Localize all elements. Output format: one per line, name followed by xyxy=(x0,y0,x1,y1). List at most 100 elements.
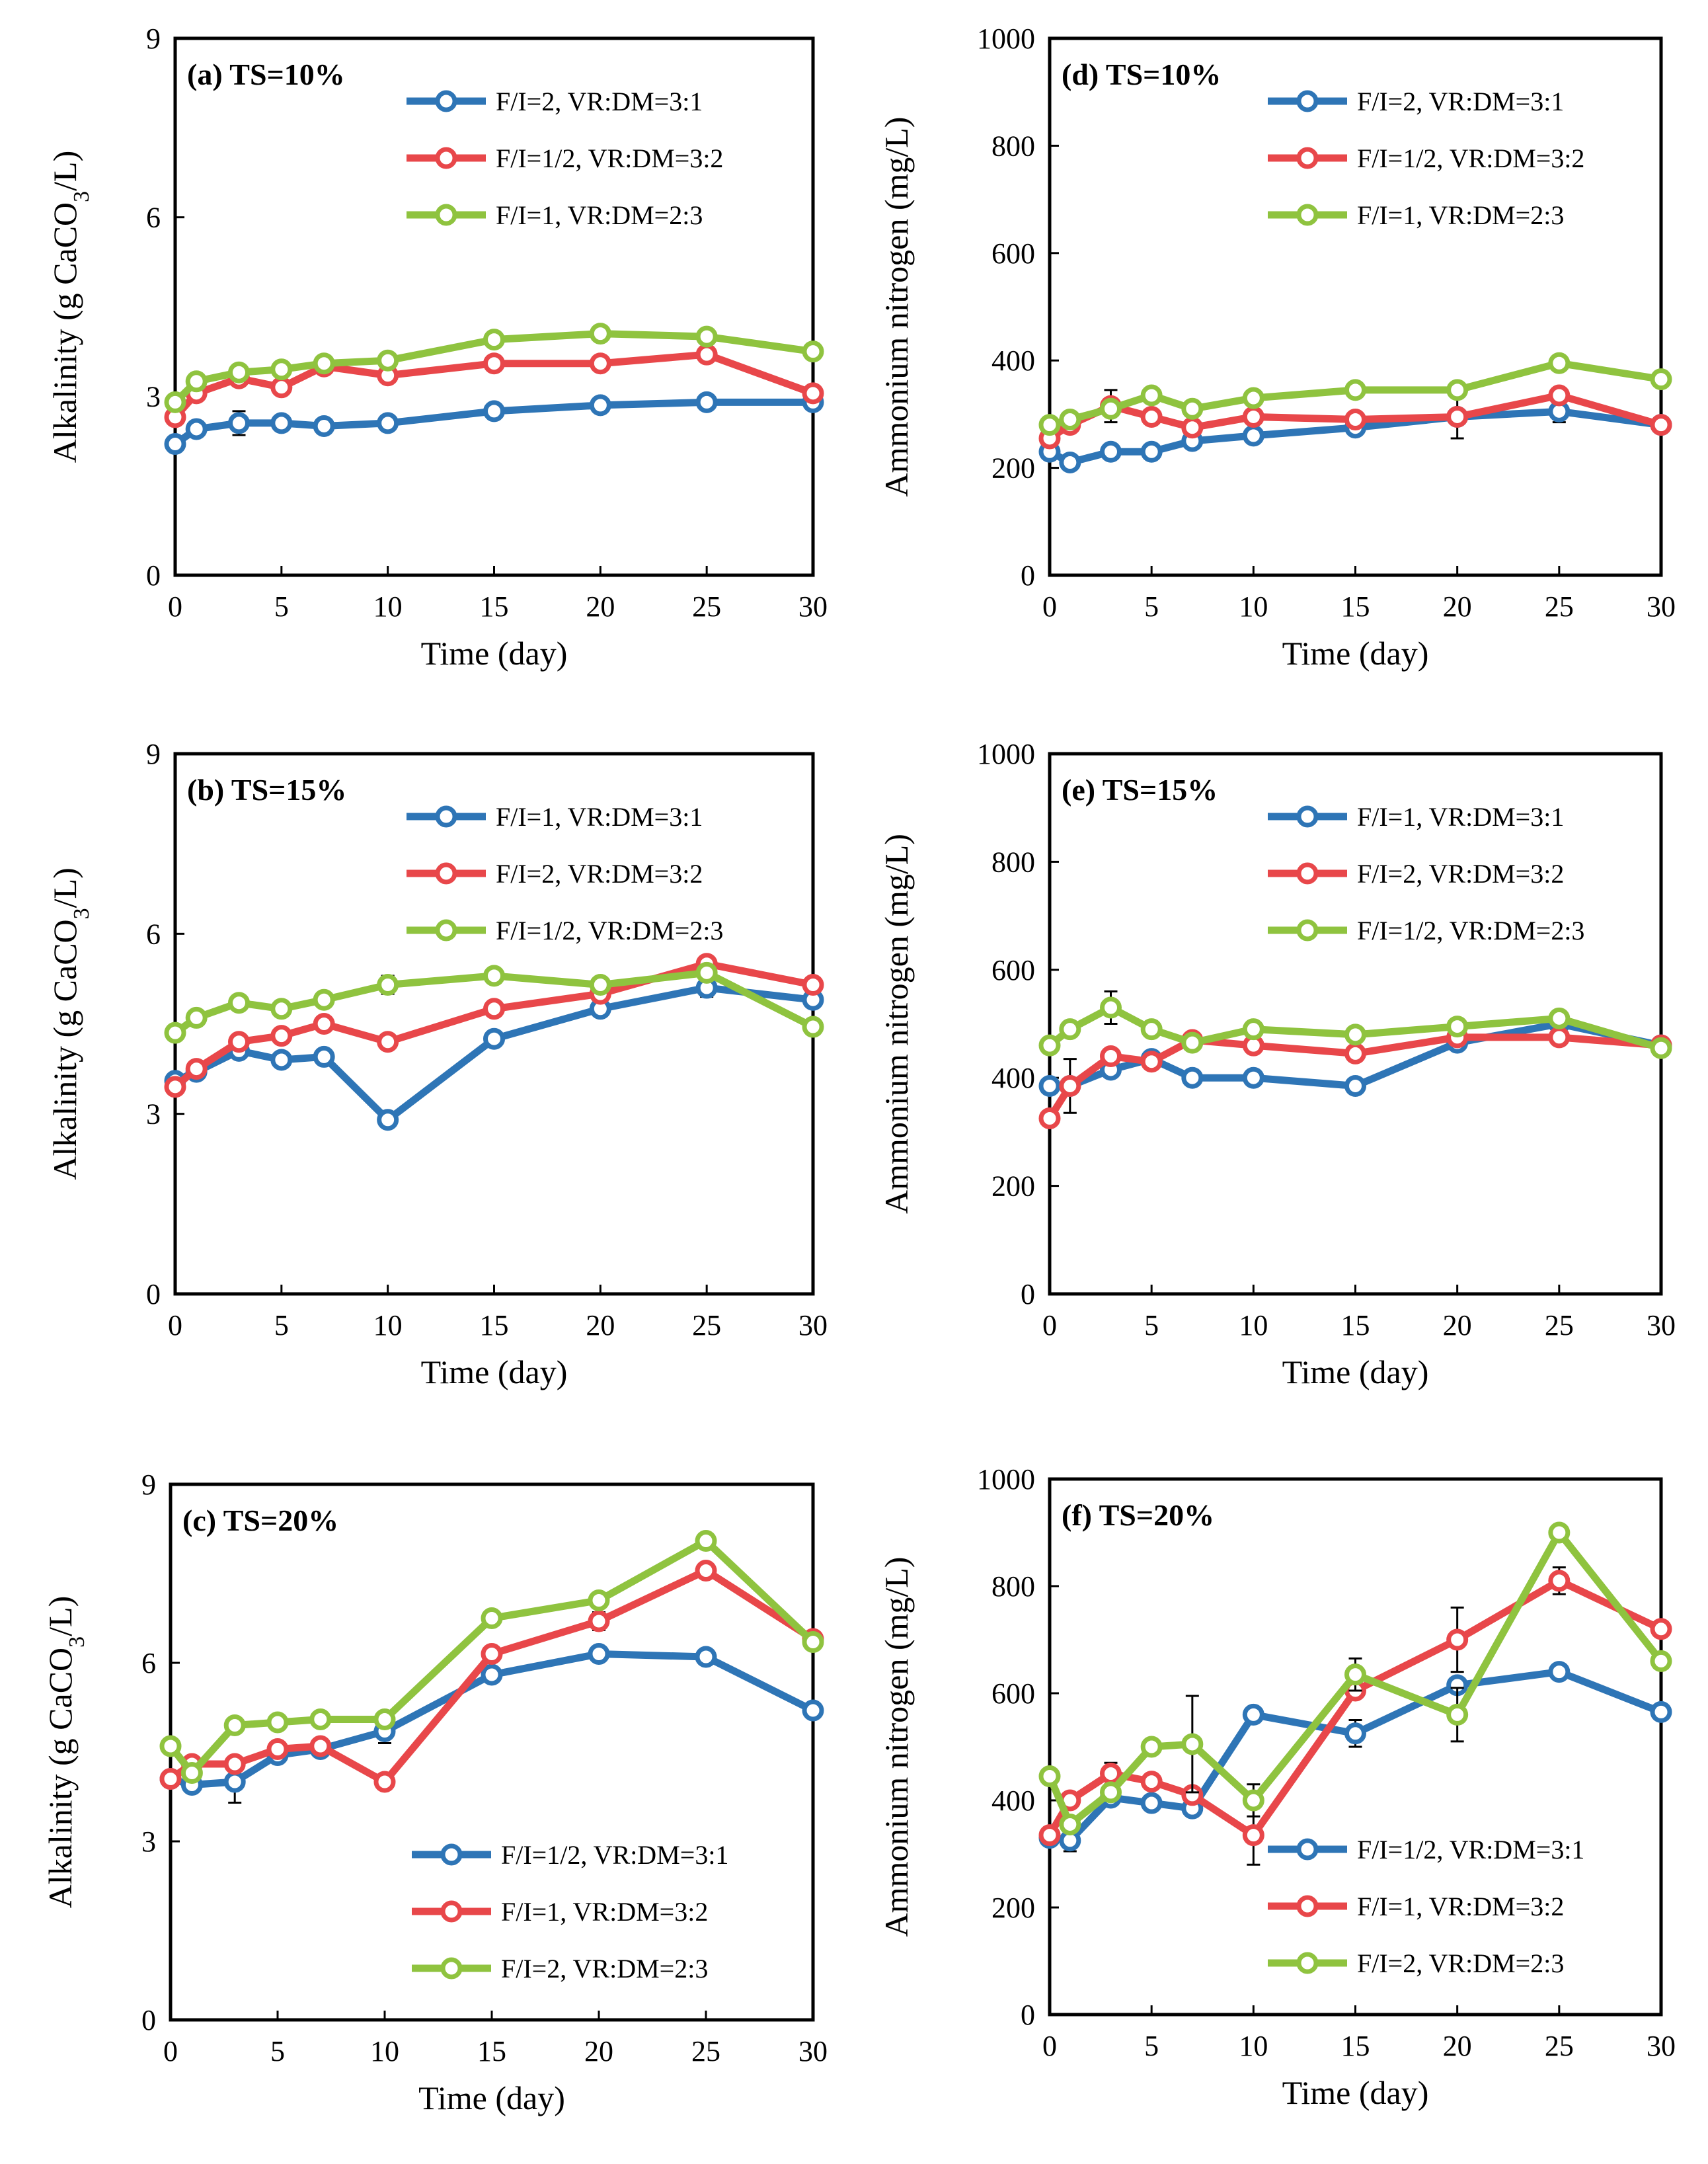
legend-marker xyxy=(435,204,457,226)
y-axis-label: Ammonium nitrogen (mg/L) xyxy=(878,1557,915,1937)
series-line xyxy=(173,969,815,1036)
x-tick-label: 25 xyxy=(1545,2030,1574,2062)
series-line xyxy=(1046,1529,1664,1828)
data-point xyxy=(228,992,250,1014)
legend-marker xyxy=(1296,919,1319,942)
y-tick-label: 800 xyxy=(991,130,1035,162)
data-point xyxy=(1100,397,1122,420)
data-point xyxy=(695,1560,717,1582)
data-point xyxy=(589,973,611,996)
data-point xyxy=(313,415,335,437)
data-point xyxy=(1100,1763,1122,1784)
data-point xyxy=(1242,1824,1264,1847)
data-point xyxy=(185,1006,208,1029)
legend-label: F/I=2, VR:DM=3:1 xyxy=(496,87,703,116)
data-point xyxy=(1140,384,1163,407)
series-line xyxy=(169,1650,815,1788)
data-point xyxy=(270,412,293,434)
data-point xyxy=(270,998,293,1020)
y-tick-label: 9 xyxy=(146,22,161,55)
data-point xyxy=(1548,1570,1571,1592)
x-tick-label: 0 xyxy=(1042,2030,1057,2062)
x-tick-label: 15 xyxy=(1341,2030,1370,2062)
data-point xyxy=(1140,440,1163,463)
data-point xyxy=(270,1025,293,1047)
y-tick-label: 0 xyxy=(146,1278,161,1310)
x-tick-label: 15 xyxy=(480,590,509,623)
panel-title: (c) TS=20% xyxy=(182,1503,338,1537)
data-point xyxy=(270,358,293,381)
data-point xyxy=(481,1643,503,1665)
x-tick-label: 30 xyxy=(1647,590,1676,623)
data-point xyxy=(481,1663,503,1686)
x-tick-label: 10 xyxy=(1239,2030,1268,2062)
legend-marker xyxy=(1296,805,1319,828)
legend-marker xyxy=(440,1900,463,1923)
x-tick-label: 10 xyxy=(373,590,403,623)
x-tick-label: 30 xyxy=(1647,1309,1676,1342)
y-axis-label: Alkalinity (g CaCO3/L) xyxy=(46,151,94,463)
data-point xyxy=(1100,440,1122,463)
data-point xyxy=(185,1058,208,1080)
y-tick-label: 1000 xyxy=(977,738,1035,770)
data-point xyxy=(1038,1074,1061,1097)
data-point xyxy=(313,988,335,1011)
y-axis-label: Alkalinity (g CaCO3/L) xyxy=(46,867,94,1180)
data-point xyxy=(695,325,718,348)
legend-label: F/I=1, VR:DM=3:1 xyxy=(496,802,703,832)
x-tick-label: 15 xyxy=(477,2035,506,2067)
data-point xyxy=(1181,1031,1204,1054)
data-point xyxy=(185,418,208,440)
y-tick-label: 6 xyxy=(146,202,161,234)
data-point xyxy=(589,352,611,375)
series-line xyxy=(1049,1668,1663,1845)
legend-marker xyxy=(435,805,457,828)
data-point xyxy=(159,1768,182,1790)
x-axis-label: Time (day) xyxy=(1282,2074,1429,2111)
data-point xyxy=(1181,1066,1204,1089)
data-point xyxy=(802,973,824,996)
x-tick-label: 25 xyxy=(692,590,721,623)
data-point xyxy=(1140,1736,1163,1758)
data-point xyxy=(377,349,399,372)
data-point xyxy=(483,352,505,375)
y-tick-label: 0 xyxy=(1021,1999,1035,2031)
series-3 xyxy=(1038,1521,1672,1835)
data-point xyxy=(1242,1066,1264,1089)
x-axis-label: Time (day) xyxy=(418,2079,565,2116)
panel-title: (e) TS=15% xyxy=(1062,773,1218,807)
x-tick-label: 25 xyxy=(1545,1309,1574,1342)
y-tick-label: 0 xyxy=(1021,1278,1035,1310)
x-tick-label: 15 xyxy=(480,1309,509,1342)
series-3 xyxy=(159,1530,824,1784)
data-point xyxy=(1181,1733,1204,1755)
legend-label: F/I=2, VR:DM=3:2 xyxy=(496,859,703,889)
legend-marker xyxy=(435,90,457,112)
data-point xyxy=(1548,1661,1571,1683)
data-point xyxy=(1100,996,1122,1019)
data-point xyxy=(588,1643,610,1665)
y-axis-label-part: /L) xyxy=(42,1596,79,1636)
y-tick-label: 600 xyxy=(991,237,1035,270)
data-point xyxy=(589,323,611,345)
data-point xyxy=(1038,1765,1061,1788)
data-point xyxy=(1140,1018,1163,1041)
y-axis-label-part: Alkalinity (g CaCO xyxy=(46,202,83,463)
series-line xyxy=(168,1567,815,1786)
legend-label: F/I=1, VR:DM=2:3 xyxy=(1357,200,1564,230)
x-tick-label: 0 xyxy=(168,1309,182,1342)
data-point xyxy=(695,961,718,984)
x-tick-label: 20 xyxy=(584,2035,613,2067)
x-axis-label: Time (day) xyxy=(1282,1353,1429,1390)
panel-title: (d) TS=10% xyxy=(1062,58,1221,91)
data-point xyxy=(1059,1813,1081,1835)
x-tick-label: 5 xyxy=(1144,590,1159,623)
x-tick-label: 10 xyxy=(1239,1309,1268,1342)
data-point xyxy=(1242,1018,1264,1041)
legend-marker xyxy=(435,862,457,885)
data-point xyxy=(223,1771,246,1793)
panel-title: (a) TS=10% xyxy=(187,58,345,91)
legend-label: F/I=2, VR:DM=2:3 xyxy=(1357,1948,1564,1978)
data-point xyxy=(1242,1789,1264,1812)
